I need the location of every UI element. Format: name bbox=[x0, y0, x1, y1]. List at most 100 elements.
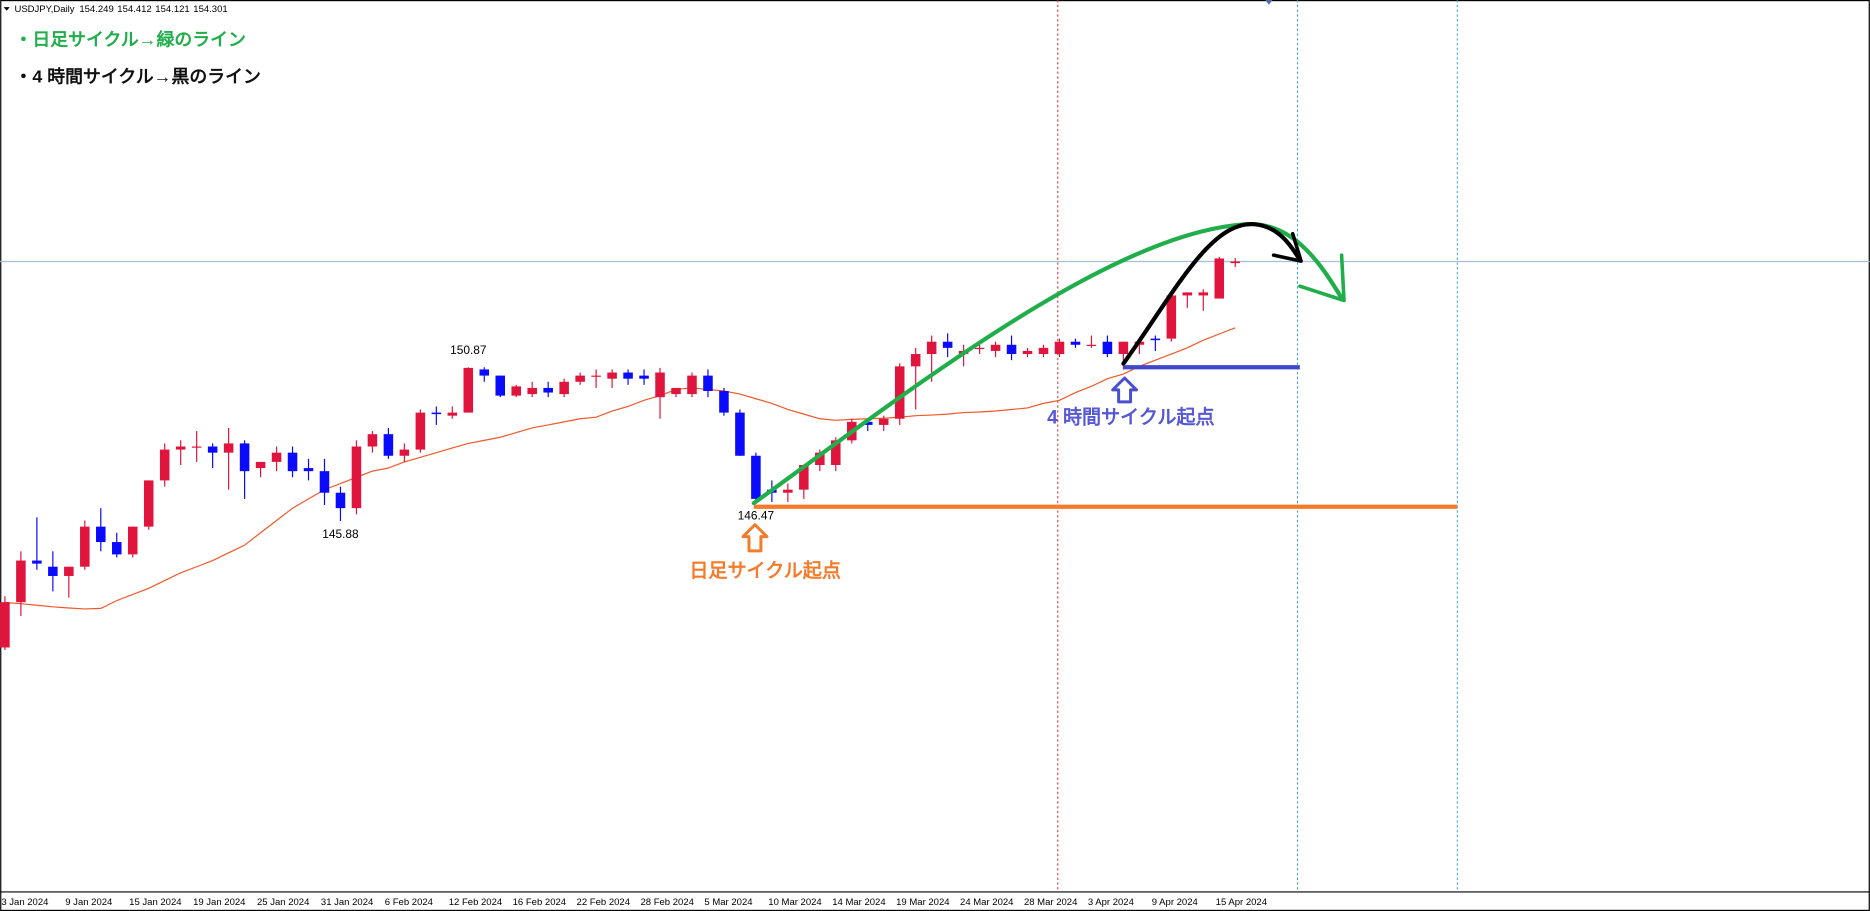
candle-body bbox=[1070, 341, 1081, 345]
candle-body bbox=[191, 446, 202, 448]
candle-body bbox=[735, 412, 745, 456]
candle-body bbox=[1214, 258, 1225, 299]
candle-body bbox=[831, 440, 841, 465]
candle-body bbox=[447, 412, 458, 416]
candle-body bbox=[878, 418, 889, 425]
x-tick-label: 28 Mar 2024 bbox=[1024, 897, 1078, 908]
price-label: 150.87 bbox=[450, 343, 487, 357]
price-label: 146.47 bbox=[738, 509, 775, 523]
candle-body bbox=[543, 387, 553, 393]
x-tick-label: 12 Feb 2024 bbox=[449, 897, 503, 908]
x-tick-label: 19 Jan 2024 bbox=[193, 897, 246, 908]
x-tick-label: 9 Apr 2024 bbox=[1152, 897, 1199, 908]
candle-body bbox=[127, 526, 138, 555]
daily-cycle-curve bbox=[751, 222, 1344, 506]
x-tick-label: 14 Mar 2024 bbox=[832, 897, 886, 908]
candle-body bbox=[479, 369, 490, 376]
candle-body bbox=[511, 386, 521, 396]
candle-body bbox=[351, 446, 362, 509]
candle-body bbox=[894, 366, 905, 419]
x-tick-label: 6 Feb 2024 bbox=[385, 897, 434, 908]
candle-body bbox=[591, 375, 601, 377]
candle-body bbox=[255, 461, 266, 469]
x-tick-label: 15 Jan 2024 bbox=[129, 897, 182, 908]
candle-body bbox=[862, 421, 873, 425]
chart-header: USDJPY,Daily 154.249 154.412 154.121 154.301 bbox=[14, 4, 227, 15]
candle-body bbox=[1022, 350, 1033, 355]
candle-body bbox=[48, 566, 58, 576]
candle-body bbox=[751, 455, 761, 499]
x-tick-label: 16 Feb 2024 bbox=[513, 897, 567, 908]
candle-body bbox=[623, 372, 633, 379]
h4-cycle-curve bbox=[1121, 222, 1302, 366]
ohlc-open: 154.249 bbox=[79, 4, 113, 15]
candle-body bbox=[415, 412, 426, 450]
x-tick-label: 10 Mar 2024 bbox=[768, 897, 822, 908]
x-tick-label: 5 Mar 2024 bbox=[704, 897, 753, 908]
candle-body bbox=[1150, 338, 1161, 341]
candle-body bbox=[1054, 341, 1065, 355]
candle-body bbox=[223, 443, 234, 453]
candle-body bbox=[671, 387, 681, 395]
x-tick-label: 3 Apr 2024 bbox=[1088, 897, 1135, 908]
candle-body bbox=[559, 381, 569, 395]
candle-body bbox=[1006, 344, 1017, 355]
candle-body bbox=[239, 443, 250, 472]
candle-body bbox=[719, 391, 729, 413]
up-arrow bbox=[741, 523, 769, 553]
candle-body bbox=[1118, 341, 1129, 355]
candle-body bbox=[990, 344, 1001, 351]
candle-body bbox=[1086, 344, 1097, 346]
candle-body bbox=[1182, 292, 1193, 296]
candle-body bbox=[1102, 341, 1113, 355]
candle-body bbox=[1038, 347, 1049, 355]
candle-body bbox=[942, 341, 953, 348]
start-label: 日足サイクル起点 bbox=[689, 560, 841, 582]
candle-body bbox=[303, 468, 314, 472]
candle-body bbox=[575, 375, 585, 382]
candle-body bbox=[783, 489, 793, 493]
symbol: USDJPY,Daily bbox=[14, 4, 74, 15]
x-tick-label: 15 Apr 2024 bbox=[1216, 897, 1268, 908]
candle-body bbox=[207, 446, 218, 453]
menu-icon bbox=[3, 7, 10, 11]
x-tick-label: 22 Feb 2024 bbox=[577, 897, 631, 908]
ohlc-high: 154.412 bbox=[117, 4, 151, 15]
candle-body bbox=[80, 526, 90, 567]
x-tick-label: 19 Mar 2024 bbox=[896, 897, 950, 908]
candle-body bbox=[815, 452, 825, 465]
candle-body bbox=[159, 449, 170, 481]
x-tick-label: 25 Jan 2024 bbox=[257, 897, 310, 908]
x-tick-label: 9 Jan 2024 bbox=[65, 897, 113, 908]
start-label: 4 時間サイクル起点 bbox=[1047, 406, 1214, 428]
x-tick-label: 3 Jan 2024 bbox=[1, 897, 49, 908]
candles bbox=[0, 256, 1870, 650]
candle-body bbox=[399, 449, 410, 456]
x-tick-label: 24 Mar 2024 bbox=[960, 897, 1014, 908]
candle-body bbox=[495, 375, 506, 396]
candle-body bbox=[527, 387, 537, 395]
candle-body bbox=[271, 452, 282, 462]
candle-body bbox=[1166, 295, 1177, 339]
candle-body bbox=[287, 452, 298, 472]
candle-body bbox=[111, 542, 122, 555]
candle-body bbox=[96, 526, 106, 543]
arrow-head bbox=[1298, 253, 1346, 303]
ohlc-close: 154.301 bbox=[193, 4, 227, 15]
candle-body bbox=[64, 566, 74, 576]
candle-body bbox=[335, 492, 346, 509]
x-tick-label: 28 Feb 2024 bbox=[640, 897, 694, 908]
candle-body bbox=[0, 602, 10, 648]
candle-body bbox=[607, 372, 617, 379]
candle-body bbox=[431, 412, 442, 415]
candle-body bbox=[1230, 261, 1241, 264]
candle-body bbox=[639, 375, 649, 379]
x-tick-label: 31 Jan 2024 bbox=[321, 897, 374, 908]
candle-body bbox=[383, 434, 394, 456]
candle-body bbox=[687, 375, 697, 395]
candle-body bbox=[1198, 292, 1209, 296]
candle-body bbox=[463, 367, 474, 413]
